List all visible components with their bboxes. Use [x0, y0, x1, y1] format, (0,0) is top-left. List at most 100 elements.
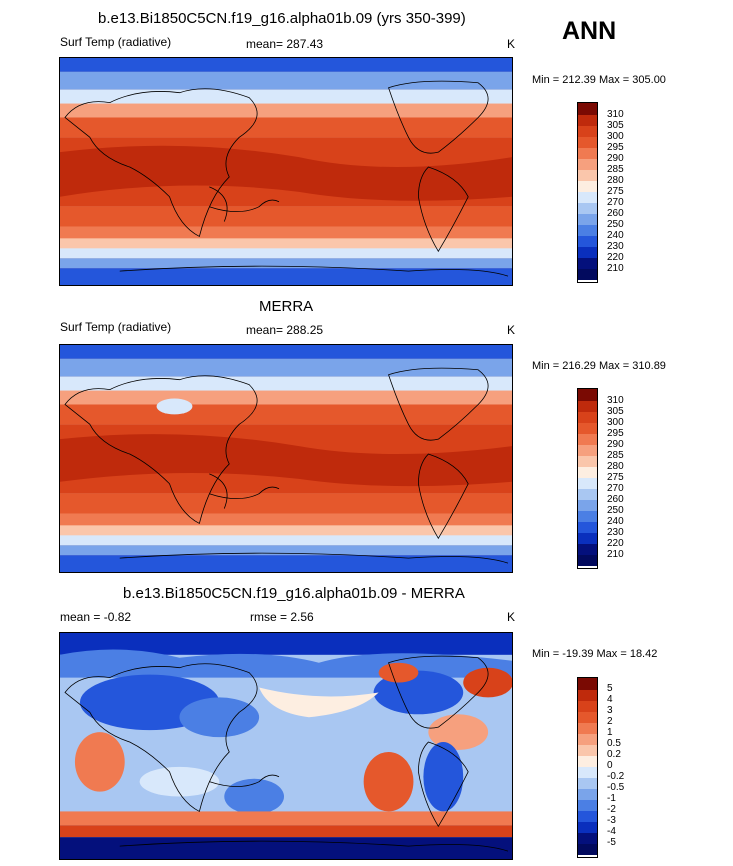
panel2-title: MERRA — [259, 298, 314, 315]
panel1-title: b.e13.Bi1850C5CN.f19_g16.alpha01b.09 (yr… — [98, 10, 466, 27]
panel3-colorbar-swatch — [578, 778, 597, 789]
panel2-colorbar-swatch — [578, 456, 597, 467]
panel2-level-label: 285 — [607, 450, 624, 461]
panel3-colorbar-swatch — [578, 822, 597, 833]
panel2-colorbar — [577, 388, 598, 569]
panel3-level-label: 1 — [607, 727, 613, 738]
panel2-colorbar-swatch — [578, 445, 597, 456]
panel1-level-label: 260 — [607, 208, 624, 219]
panel2-colorbar-swatch — [578, 511, 597, 522]
panel3-colorbar-swatch — [578, 789, 597, 800]
panel1-level-label: 250 — [607, 219, 624, 230]
panel3-map-graphic — [60, 633, 512, 859]
panel1-colorbar-swatch — [578, 247, 597, 258]
season-label: ANN — [562, 17, 617, 45]
panel3-colorbar-swatch — [578, 701, 597, 712]
panel3-level-label: -2 — [607, 804, 616, 815]
panel1-variable-label: Surf Temp (radiative) — [60, 35, 172, 49]
panel3-colorbar-swatch — [578, 811, 597, 822]
panel2-level-label: 230 — [607, 527, 624, 538]
panel1-colorbar-swatch — [578, 236, 597, 247]
panel3-level-label: 0 — [607, 760, 613, 771]
panel2-colorbar-swatch — [578, 522, 597, 533]
panel1-colorbar-swatch — [578, 225, 597, 236]
panel3-colorbar-swatch — [578, 745, 597, 756]
panel2-colorbar-swatch — [578, 544, 597, 555]
panel1-level-label: 310 — [607, 109, 624, 120]
panel2-level-label: 220 — [607, 538, 624, 549]
panel1-level-label: 270 — [607, 197, 624, 208]
panel2-colorbar-swatch — [578, 478, 597, 489]
panel2-level-label: 260 — [607, 494, 624, 505]
panel1-level-label: 275 — [607, 186, 624, 197]
panel3-level-label: -5 — [607, 837, 616, 848]
panel3-colorbar-swatch — [578, 833, 597, 844]
panel3-colorbar-swatch — [578, 800, 597, 811]
panel2-colorbar-swatch — [578, 423, 597, 434]
panel2-level-label: 270 — [607, 483, 624, 494]
panel3-level-label: -0.5 — [607, 782, 625, 793]
panel2-colorbar-swatch — [578, 533, 597, 544]
panel2-level-label: 250 — [607, 505, 624, 516]
panel1-map-graphic — [60, 58, 512, 285]
panel2-map-graphic — [60, 345, 512, 572]
panel1-level-label: 210 — [607, 263, 624, 274]
panel2-units-label: K — [507, 323, 516, 337]
panel3-mean-label: mean = -0.82 — [60, 610, 132, 624]
panel3-level-label: 5 — [607, 683, 613, 694]
panel1-map — [59, 57, 513, 286]
panel1-colorbar-swatch — [578, 192, 597, 203]
panel2-colorbar-swatch — [578, 401, 597, 412]
panel2-level-label: 310 — [607, 395, 624, 406]
panel3-colorbar-swatch — [578, 756, 597, 767]
panel1-level-label: 285 — [607, 164, 624, 175]
panel1-level-label: 240 — [607, 230, 624, 241]
panel2-colorbar-swatch — [578, 412, 597, 423]
panel3-colorbar-swatch — [578, 678, 597, 690]
panel1-level-label: 305 — [607, 120, 624, 131]
panel3-minmax-label: Min = -19.39 Max = 18.42 — [532, 648, 658, 660]
panel3-level-label: 0.5 — [607, 738, 621, 749]
panel3-colorbar-swatch — [578, 734, 597, 745]
panel3-level-label: -1 — [607, 793, 616, 804]
panel1-colorbar-swatch — [578, 148, 597, 159]
panel2-colorbar-swatch — [578, 389, 597, 401]
panel1-colorbar-swatch — [578, 126, 597, 137]
panel1-level-label: 290 — [607, 153, 624, 164]
panel3-level-label: -3 — [607, 815, 616, 826]
panel1-units-label: K — [507, 37, 516, 51]
panel1-mean-label: mean= 287.43 — [246, 37, 324, 51]
panel2-level-label: 280 — [607, 461, 624, 472]
panel3-colorbar-swatch — [578, 712, 597, 723]
panel2-level-label: 210 — [607, 549, 624, 560]
panel3-colorbar-swatch — [578, 690, 597, 701]
panel1-level-label: 295 — [607, 142, 624, 153]
panel1-colorbar-swatch — [578, 103, 597, 115]
panel1-colorbar-swatch — [578, 115, 597, 126]
panel3-level-label: 0.2 — [607, 749, 621, 760]
panel3-colorbar-swatch — [578, 767, 597, 778]
panel1-colorbar — [577, 102, 598, 283]
panel2-colorbar-swatch — [578, 467, 597, 478]
panel3-level-label: -4 — [607, 826, 616, 837]
panel2-map — [59, 344, 513, 573]
panel3-colorbar — [577, 677, 598, 858]
panel2-colorbar-swatch — [578, 434, 597, 445]
panel2-colorbar-swatch — [578, 489, 597, 500]
panel2-level-label: 295 — [607, 428, 624, 439]
panel1-colorbar-swatch — [578, 203, 597, 214]
panel2-level-label: 275 — [607, 472, 624, 483]
panel3-title: b.e13.Bi1850C5CN.f19_g16.alpha01b.09 - M… — [123, 585, 465, 602]
panel3-rmse-label: rmse = 2.56 — [250, 610, 314, 624]
panel2-variable-label: Surf Temp (radiative) — [60, 320, 172, 334]
panel2-colorbar-swatch — [578, 500, 597, 511]
panel1-colorbar-swatch — [578, 269, 597, 280]
panel1-level-label: 300 — [607, 131, 624, 142]
panel2-colorbar-swatch — [578, 555, 597, 566]
panel1-colorbar-swatch — [578, 181, 597, 192]
panel2-level-label: 290 — [607, 439, 624, 450]
panel2-minmax-label: Min = 216.29 Max = 310.89 — [532, 360, 666, 372]
panel3-map — [59, 632, 513, 860]
panel3-colorbar-swatch — [578, 844, 597, 855]
panel3-level-label: 2 — [607, 716, 613, 727]
